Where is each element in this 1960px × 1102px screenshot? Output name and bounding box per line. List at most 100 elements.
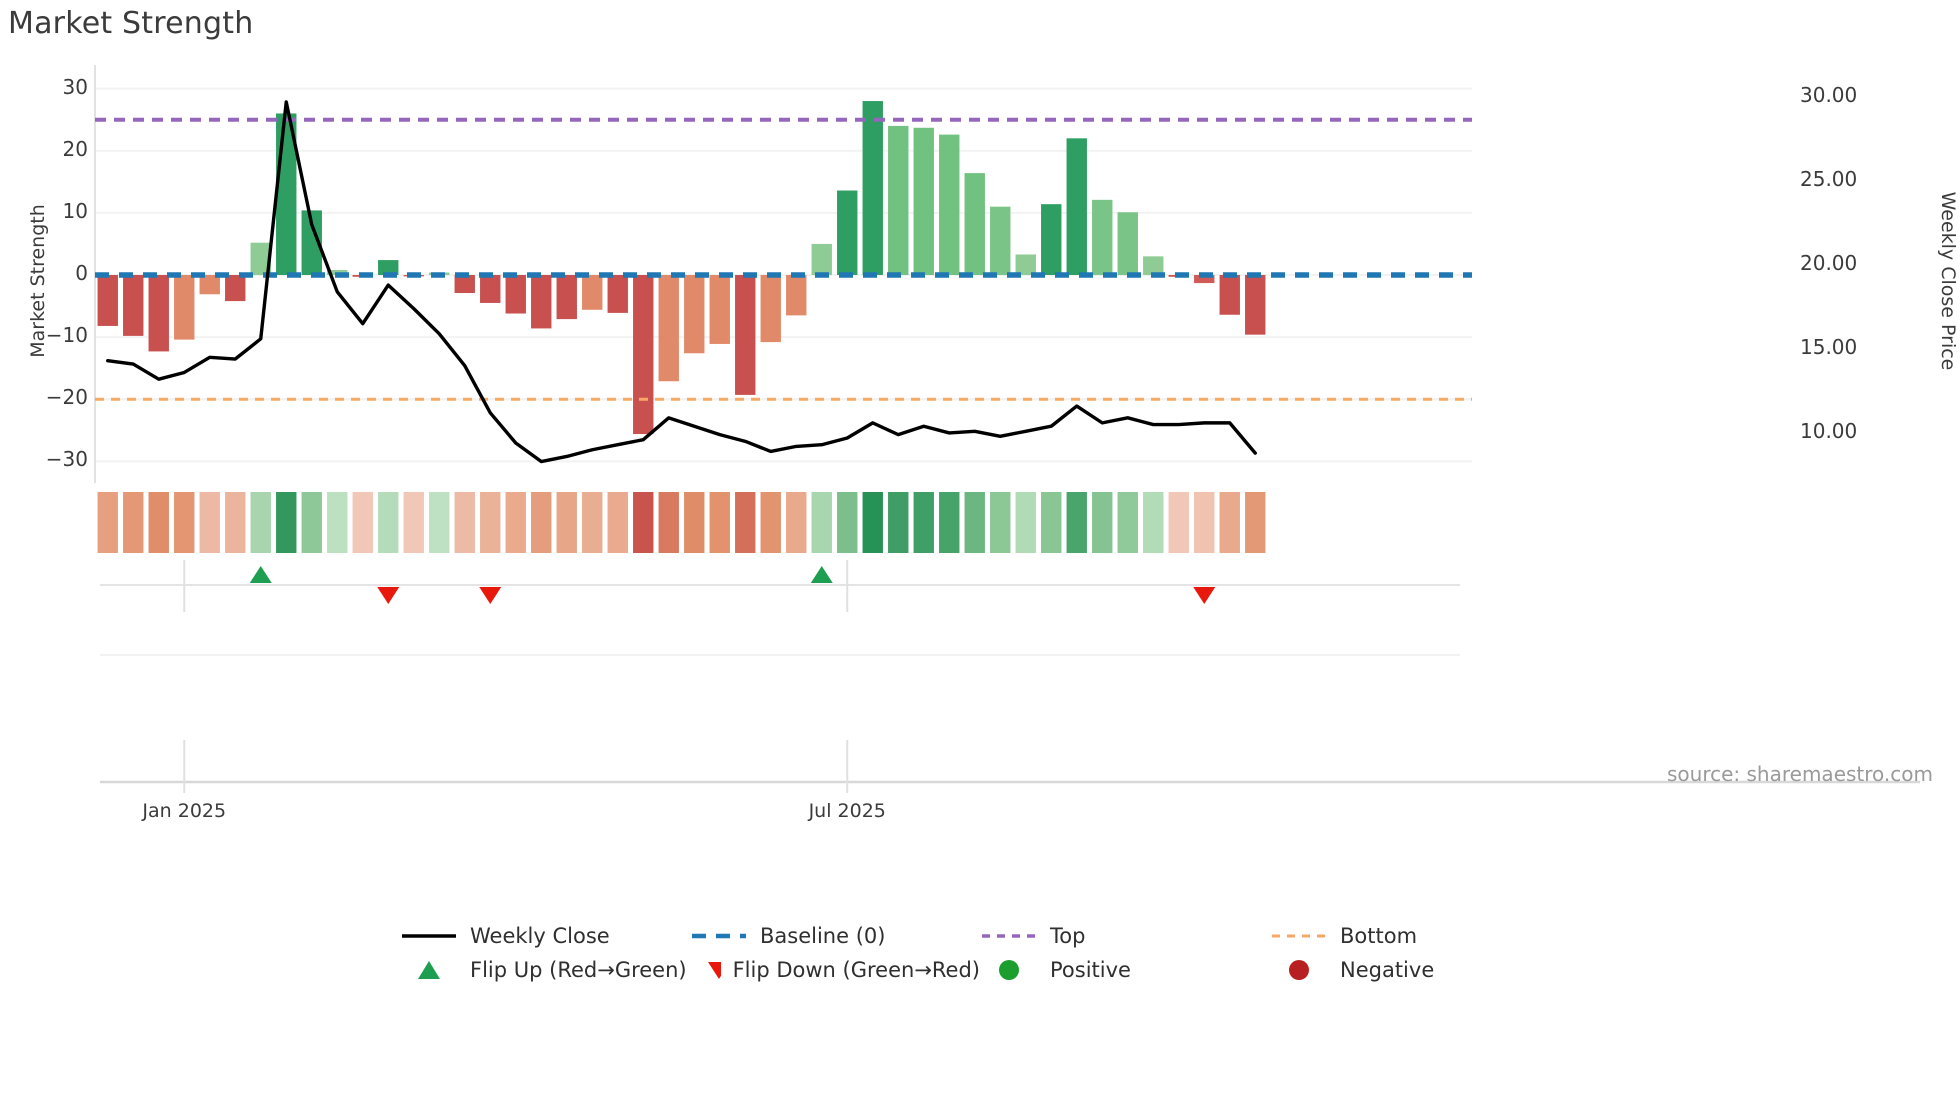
- bar: [633, 275, 654, 435]
- bar: [837, 190, 858, 275]
- page-title: Market Strength: [8, 6, 254, 41]
- bar: [1219, 275, 1240, 315]
- legend-key-glyph: [1289, 960, 1309, 980]
- bar: [199, 275, 220, 295]
- bar: [990, 206, 1011, 275]
- bar: [888, 125, 909, 275]
- legend-key-glyph: [708, 962, 721, 979]
- legend-key-glyph: [982, 934, 1036, 938]
- heatmap-cell: [607, 492, 628, 553]
- flip-up-marker: [249, 566, 272, 583]
- y-axis-right-tick: 30.00: [1800, 82, 1858, 107]
- heatmap-strip: [97, 492, 1266, 553]
- bar: [1092, 199, 1113, 275]
- weekly-close-line: [106, 100, 1257, 464]
- flip-up-marker: [810, 566, 833, 583]
- bar: [1143, 256, 1164, 275]
- legend-item-label: Weekly Close: [470, 923, 610, 948]
- heatmap-cell: [1245, 492, 1266, 553]
- heatmap-cell: [352, 492, 373, 553]
- heatmap-cell: [378, 492, 399, 553]
- bar: [123, 275, 144, 336]
- bar: [939, 134, 960, 275]
- heatmap-cell: [1168, 492, 1189, 553]
- legend-item[interactable]: Flip Down (Green→Red): [690, 959, 980, 981]
- heatmap-cell: [1066, 492, 1087, 553]
- legend-item[interactable]: Flip Up (Red→Green): [400, 959, 690, 981]
- heatmap-cell: [1219, 492, 1240, 553]
- y-axis-left-tick: −30: [45, 447, 88, 472]
- legend-item-label: Positive: [1050, 957, 1131, 982]
- heatmap-cell: [148, 492, 169, 553]
- heatmap-cell: [1092, 492, 1113, 553]
- bar: [301, 210, 322, 275]
- y-axis-right-tick: 25.00: [1800, 166, 1858, 191]
- legend-item-label: Flip Down (Green→Red): [732, 957, 980, 982]
- legend-key-glyph: [418, 961, 440, 979]
- bar: [684, 275, 705, 354]
- bar: [735, 275, 756, 395]
- heatmap-cell: [225, 492, 246, 553]
- bar: [1245, 275, 1266, 335]
- legend-item-label: Negative: [1340, 957, 1435, 982]
- heatmap-cell: [531, 492, 552, 553]
- heatmap-cell: [480, 492, 501, 553]
- x-axis-tick: Jan 2025: [142, 800, 227, 822]
- legend-row-primary: Weekly Close Baseline (0) Top Bottom: [400, 925, 1560, 947]
- heatmap-cell: [327, 492, 348, 553]
- flip-marker-group: [249, 566, 1216, 604]
- heatmap-cell: [1015, 492, 1036, 553]
- legend-item[interactable]: Negative: [1270, 959, 1560, 981]
- y-axis-left-tick: −10: [45, 323, 88, 348]
- y-axis-right-tick: 10.00: [1800, 418, 1858, 443]
- bar: [174, 275, 195, 340]
- y-axis-left-tick: 10: [62, 198, 88, 223]
- bar: [658, 275, 679, 382]
- heatmap-cell: [786, 492, 807, 553]
- flip-down-marker: [1193, 587, 1216, 604]
- heatmap-cell: [556, 492, 577, 553]
- heatmap-cell: [1143, 492, 1164, 553]
- legend-item[interactable]: Baseline (0): [690, 925, 980, 947]
- bar: [1041, 204, 1062, 275]
- bar: [1066, 138, 1087, 275]
- y-axis-right-tick: 20.00: [1800, 250, 1858, 275]
- legend-item[interactable]: Bottom: [1270, 925, 1560, 947]
- bar: [1015, 254, 1036, 275]
- heatmap-cell: [633, 492, 654, 553]
- heatmap-cell: [301, 492, 322, 553]
- heatmap-cell: [709, 492, 730, 553]
- heatmap-cell: [123, 492, 144, 553]
- bar-series: [97, 101, 1266, 435]
- flip-down-marker: [479, 587, 502, 604]
- bar: [97, 275, 118, 326]
- heatmap-cell: [990, 492, 1011, 553]
- y-axis-left-tick: 30: [62, 74, 88, 99]
- legend-key-glyph: [1272, 934, 1326, 938]
- heatmap-cell: [454, 492, 475, 553]
- heatmap-cell: [403, 492, 424, 553]
- bar: [811, 243, 832, 275]
- heatmap-cell: [97, 492, 118, 553]
- bar: [760, 275, 781, 343]
- heatmap-cell: [582, 492, 603, 553]
- bar: [531, 275, 552, 329]
- legend-item-label: Top: [1050, 923, 1086, 948]
- legend-item[interactable]: Top: [980, 925, 1270, 947]
- heatmap-cell: [250, 492, 271, 553]
- y-axis-left-tick: −20: [45, 385, 88, 410]
- legend-item[interactable]: Positive: [980, 959, 1270, 981]
- heatmap-cell: [735, 492, 756, 553]
- heatmap-cell: [174, 492, 195, 553]
- legend-item[interactable]: Weekly Close: [400, 925, 690, 947]
- heatmap-cell: [658, 492, 679, 553]
- legend-item-label: Bottom: [1340, 923, 1418, 948]
- bar: [250, 242, 271, 275]
- legend-key-glyph: [692, 933, 746, 939]
- legend-item-label: Baseline (0): [760, 923, 886, 948]
- bar: [913, 127, 934, 276]
- bar: [582, 275, 603, 310]
- heatmap-cell: [1117, 492, 1138, 553]
- heatmap-cell: [837, 492, 858, 553]
